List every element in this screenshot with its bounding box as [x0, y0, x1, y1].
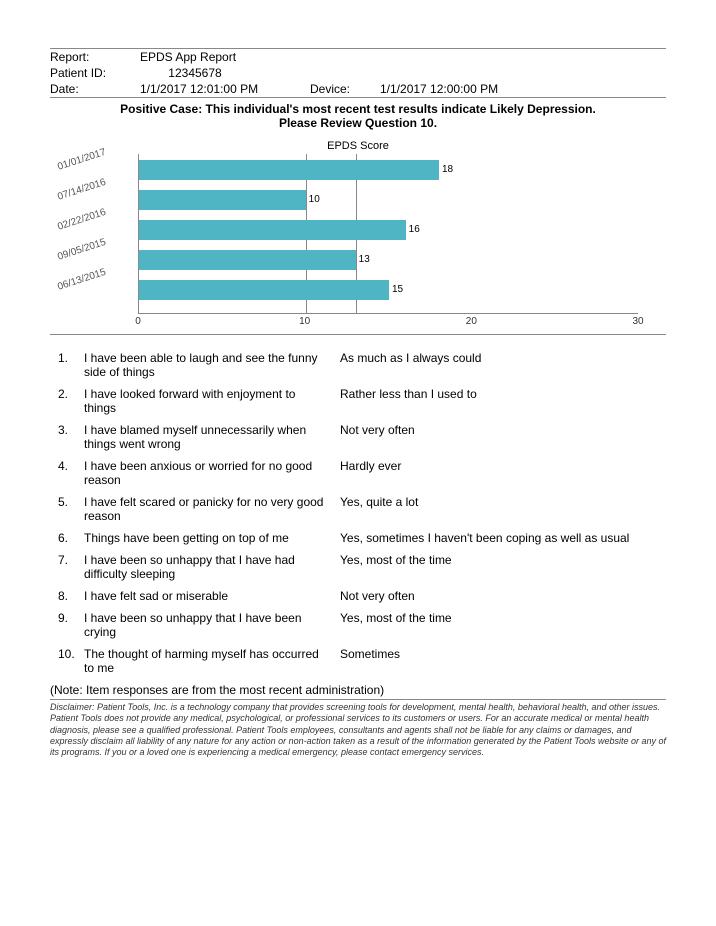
device-label: Device: — [310, 81, 380, 97]
question-answer: Yes, most of the time — [340, 553, 666, 567]
question-row: 2.I have looked forward with enjoyment t… — [58, 383, 666, 419]
chart-x-axis: 0102030 — [138, 316, 638, 332]
header-table: Report: EPDS App Report Patient ID: 1234… — [50, 49, 666, 97]
question-answer: Not very often — [340, 423, 666, 437]
question-row: 7.I have been so unhappy that I have had… — [58, 549, 666, 585]
question-answer: Rather less than I used to — [340, 387, 666, 401]
question-row: 8.I have felt sad or miserableNot very o… — [58, 585, 666, 607]
question-number: 4. — [58, 459, 84, 473]
responses-note: (Note: Item responses are from the most … — [50, 683, 666, 697]
question-text: I have felt scared or panicky for no ver… — [84, 495, 340, 523]
question-text: I have blamed myself unnecessarily when … — [84, 423, 340, 451]
question-row: 1.I have been able to laugh and see the … — [58, 347, 666, 383]
questions-list: 1.I have been able to laugh and see the … — [58, 347, 666, 679]
chart-plot-area: 18 10 16 13 15 — [138, 154, 638, 314]
chart-bar-value: 13 — [356, 250, 370, 270]
chart-bar-row: 13 — [139, 250, 639, 270]
chart-bar-row: 10 — [139, 190, 639, 210]
question-row: 9.I have been so unhappy that I have bee… — [58, 607, 666, 643]
chart-y-label: 02/22/2016 — [56, 198, 135, 233]
question-text: I have looked forward with enjoyment to … — [84, 387, 340, 415]
question-text: Things have been getting on top of me — [84, 531, 340, 545]
chart-x-label: 10 — [299, 316, 310, 327]
chart-bar-value: 10 — [306, 190, 320, 210]
alert-line-2: Please Review Question 10. — [50, 116, 666, 130]
question-row: 4.I have been anxious or worried for no … — [58, 455, 666, 491]
question-number: 1. — [58, 351, 84, 365]
question-row: 5.I have felt scared or panicky for no v… — [58, 491, 666, 527]
question-number: 3. — [58, 423, 84, 437]
alert-banner: Positive Case: This individual's most re… — [50, 98, 666, 132]
section-rule — [50, 334, 666, 335]
chart-title: EPDS Score — [50, 132, 666, 154]
alert-line-1: Positive Case: This individual's most re… — [50, 102, 666, 116]
chart-bar — [139, 280, 389, 300]
question-number: 6. — [58, 531, 84, 545]
question-number: 10. — [58, 647, 84, 661]
question-row: 6.Things have been getting on top of meY… — [58, 527, 666, 549]
question-text: I have been able to laugh and see the fu… — [84, 351, 340, 379]
chart-x-label: 30 — [632, 316, 643, 327]
question-answer: Sometimes — [340, 647, 666, 661]
chart-bar-value: 15 — [389, 280, 403, 300]
chart-y-label: 06/13/2015 — [56, 258, 135, 293]
question-number: 9. — [58, 611, 84, 625]
chart-y-label: 07/14/2016 — [56, 168, 135, 203]
disclaimer-rule — [50, 699, 666, 700]
patient-label: Patient ID: — [50, 65, 140, 81]
question-text: The thought of harming myself has occurr… — [84, 647, 340, 675]
question-number: 5. — [58, 495, 84, 509]
question-answer: Yes, most of the time — [340, 611, 666, 625]
report-label: Report: — [50, 49, 140, 65]
question-answer: Yes, quite a lot — [340, 495, 666, 509]
question-answer: Not very often — [340, 589, 666, 603]
question-row: 3.I have blamed myself unnecessarily whe… — [58, 419, 666, 455]
question-row: 10.The thought of harming myself has occ… — [58, 643, 666, 679]
chart-x-label: 20 — [466, 316, 477, 327]
chart-x-label: 0 — [135, 316, 141, 327]
disclaimer-text: Disclaimer: Patient Tools, Inc. is a tec… — [50, 702, 666, 758]
chart-bar — [139, 190, 306, 210]
date-label: Date: — [50, 81, 140, 97]
question-number: 7. — [58, 553, 84, 567]
question-answer: Hardly ever — [340, 459, 666, 473]
chart-bar-row: 16 — [139, 220, 639, 240]
chart-bar — [139, 250, 356, 270]
device-value: 1/1/2017 12:00:00 PM — [380, 81, 666, 97]
chart-y-label: 09/05/2015 — [56, 228, 135, 263]
question-number: 8. — [58, 589, 84, 603]
epds-chart: 1810161315 0102030 01/01/201707/14/20160… — [68, 154, 648, 334]
question-answer: Yes, sometimes I haven't been coping as … — [340, 531, 666, 545]
chart-bar-row: 18 — [139, 160, 639, 180]
question-text: I have been anxious or worried for no go… — [84, 459, 340, 487]
question-number: 2. — [58, 387, 84, 401]
question-text: I have been so unhappy that I have had d… — [84, 553, 340, 581]
date-value: 1/1/2017 12:01:00 PM — [140, 81, 310, 97]
chart-bar-value: 18 — [439, 160, 453, 180]
report-value: EPDS App Report — [140, 49, 310, 65]
chart-bar-row: 15 — [139, 280, 639, 300]
chart-bar — [139, 160, 439, 180]
chart-bar-value: 16 — [406, 220, 420, 240]
question-text: I have felt sad or miserable — [84, 589, 340, 603]
question-answer: As much as I always could — [340, 351, 666, 365]
patient-value: 12345678 — [140, 65, 310, 81]
chart-bar — [139, 220, 406, 240]
question-text: I have been so unhappy that I have been … — [84, 611, 340, 639]
